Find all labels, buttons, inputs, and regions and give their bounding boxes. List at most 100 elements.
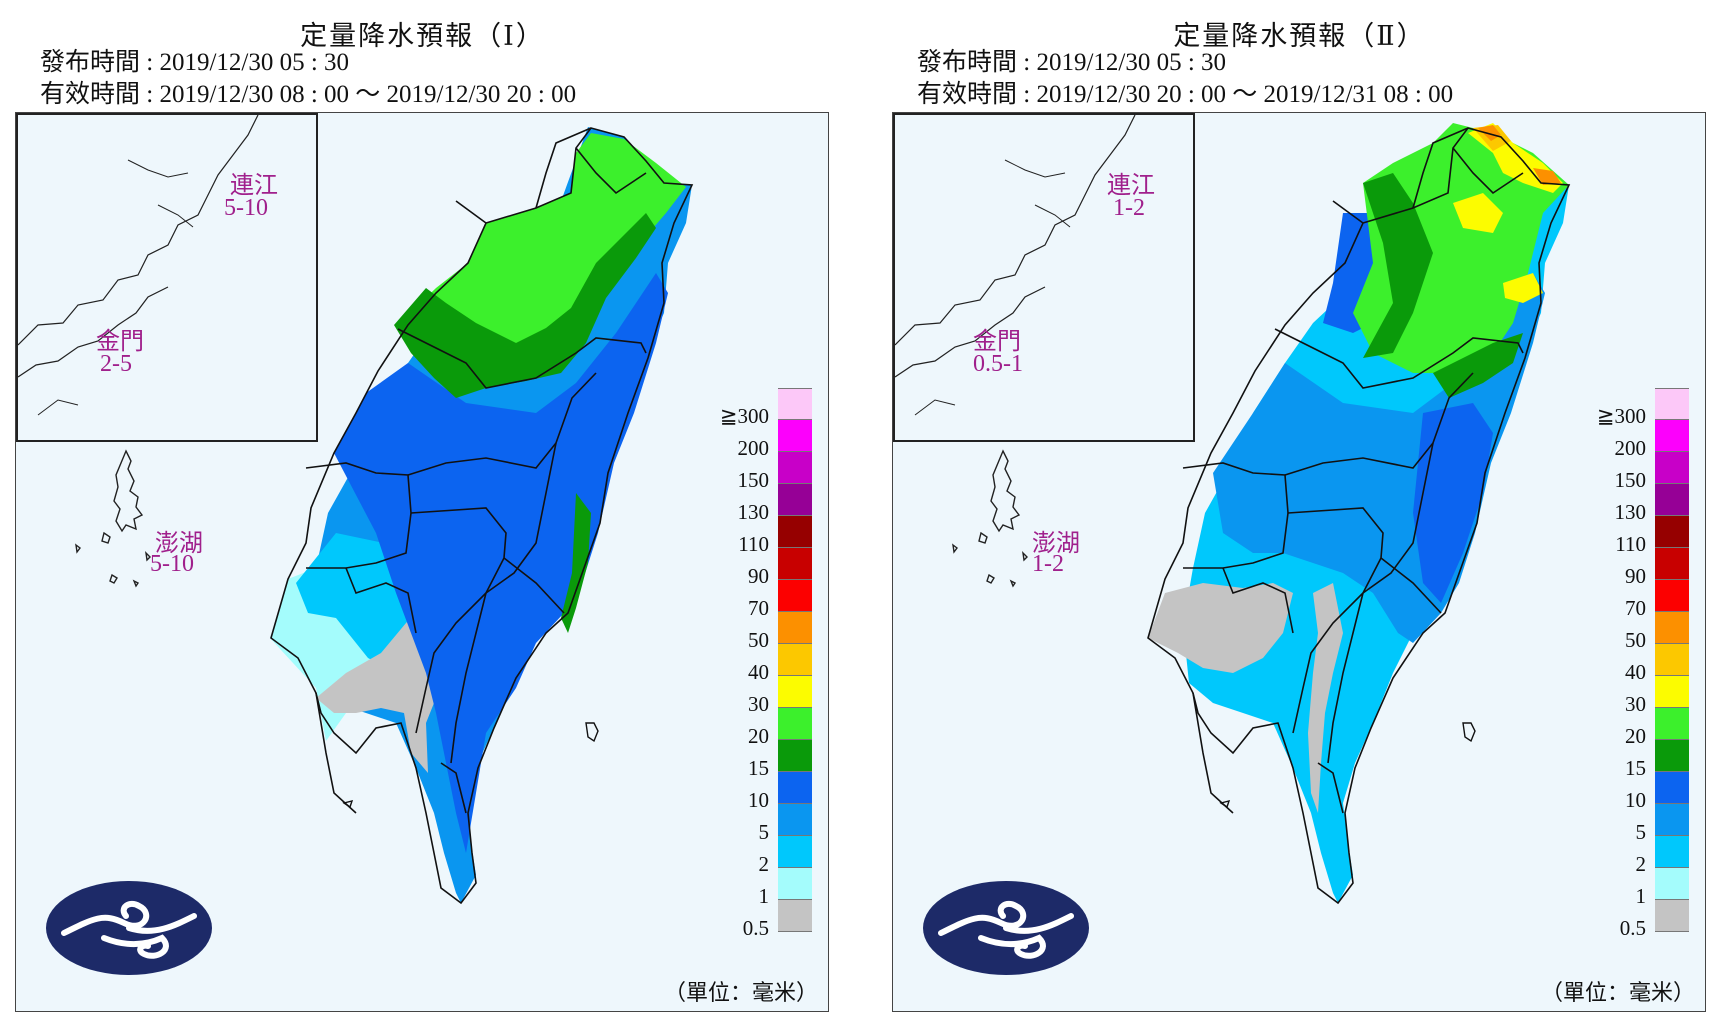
legend-level-label: 15 (1625, 756, 1646, 780)
legend-level-label: 1 (758, 884, 770, 908)
legend-swatch (778, 388, 812, 420)
legend-swatch (1655, 708, 1689, 740)
legend-level-label: 5 (1635, 820, 1647, 844)
legend-swatch (1655, 804, 1689, 836)
legend-level-label: 70 (1625, 596, 1646, 620)
region-value-penghu: 5-10 (150, 551, 194, 577)
region-name-kinmen: 金門 (973, 329, 1021, 355)
legend-level-label: 90 (1625, 564, 1646, 588)
legend-swatch (778, 516, 812, 548)
region-value-lienchiang: 5-10 (224, 195, 268, 221)
region-name-penghu: 澎湖 (1032, 531, 1080, 557)
legend-level-label: 2 (1635, 852, 1647, 876)
legend-level-label: 40 (1625, 660, 1646, 684)
legend-swatch (778, 452, 812, 484)
rainfall-legend (1655, 388, 1689, 932)
legend-level-label: 0.5 (742, 916, 769, 940)
legend-swatch (778, 708, 812, 740)
legend-swatch (1655, 868, 1689, 900)
legend-level-label: 10 (1625, 788, 1646, 812)
legend-level-label: ≧300 (1596, 404, 1646, 428)
taiwan-rainfall-map (75, 127, 694, 905)
qpf-panel-1: 定量降水預報（Ⅰ） 發布時間 : 2019/12/30 05 : 30 有效時間… (0, 0, 845, 1025)
legend-swatch (1655, 900, 1689, 932)
legend-level-label: 2 (758, 852, 770, 876)
legend-swatch (1655, 676, 1689, 708)
panel-title: 定量降水預報（Ⅱ） (1173, 21, 1426, 52)
region-name-kinmen: 金門 (96, 329, 144, 355)
legend-swatch (1655, 484, 1689, 516)
legend-swatch (778, 644, 812, 676)
region-name-penghu: 澎湖 (155, 531, 203, 557)
fujian-coastline (894, 114, 1136, 416)
legend-swatch (1655, 580, 1689, 612)
legend-swatch (1655, 740, 1689, 772)
rainfall-legend (778, 388, 812, 932)
offshore-islets (1219, 722, 1476, 809)
cwb-logo-icon (46, 881, 212, 975)
legend-level-label: 50 (1625, 628, 1646, 652)
legend-swatch (778, 836, 812, 868)
legend-level-label: 90 (748, 564, 769, 588)
legend-level-label: 200 (737, 436, 770, 460)
legend-swatch (1655, 452, 1689, 484)
valid-time: 有效時間 : 2019/12/30 08 : 00 ～ 2019/12/30 2… (40, 81, 577, 108)
legend-level-label: 150 (1614, 468, 1647, 492)
offshore-islets (342, 722, 599, 809)
legend-swatch (778, 868, 812, 900)
legend-level-label: 0.5 (1619, 916, 1646, 940)
issue-time: 發布時間 : 2019/12/30 05 : 30 (917, 49, 1227, 76)
unit-label: （單位：毫米） (1541, 981, 1696, 1006)
legend-swatch (1655, 388, 1689, 420)
legend-level-label: 110 (738, 532, 769, 556)
offshore-inset: 連江 5-10 金門 2-5 (16, 113, 318, 442)
legend-level-label: 110 (1615, 532, 1646, 556)
region-value-kinmen: 0.5-1 (973, 351, 1023, 377)
region-value-lienchiang: 1-2 (1113, 195, 1145, 221)
legend-swatch (778, 804, 812, 836)
legend-level-label: 70 (748, 596, 769, 620)
rainfall-map: 連江 1-2 金門 0.5-1 澎湖 1-2 ≧300 200 150 130 110 9… (892, 112, 1706, 1012)
region-value-penghu: 1-2 (1032, 551, 1064, 577)
legend-level-label: 200 (1614, 436, 1647, 460)
legend-swatch (778, 740, 812, 772)
panel-title: 定量降水預報（Ⅰ） (300, 21, 545, 52)
legend-swatch (778, 676, 812, 708)
legend-level-label: 30 (1625, 692, 1646, 716)
issue-time: 發布時間 : 2019/12/30 05 : 30 (40, 49, 350, 76)
penghu-islands (952, 449, 1028, 588)
legend-swatch (1655, 516, 1689, 548)
legend-swatch (1655, 612, 1689, 644)
region-name-lienchiang: 連江 (230, 173, 278, 199)
legend-level-label: 20 (1625, 724, 1646, 748)
legend-swatch (778, 548, 812, 580)
legend-swatch (778, 612, 812, 644)
taiwan-rainfall-map (952, 123, 1571, 905)
legend-level-label: 40 (748, 660, 769, 684)
county-borders (270, 127, 694, 905)
legend-swatch (778, 420, 812, 452)
fujian-coastline (17, 114, 259, 416)
offshore-inset: 連江 1-2 金門 0.5-1 (893, 113, 1195, 442)
legend-level-label: 130 (737, 500, 770, 524)
legend-swatch (778, 772, 812, 804)
legend-level-label: 10 (748, 788, 769, 812)
legend-level-label: 150 (737, 468, 770, 492)
penghu-islands (75, 449, 151, 588)
legend-swatch (1655, 644, 1689, 676)
legend-swatch (1655, 772, 1689, 804)
county-borders (1147, 127, 1571, 905)
legend-swatch (778, 900, 812, 932)
legend-swatch (1655, 836, 1689, 868)
qpf-panel-2: 定量降水預報（Ⅱ） 發布時間 : 2019/12/30 05 : 30 有效時間… (877, 0, 1722, 1025)
legend-level-label: 30 (748, 692, 769, 716)
legend-swatch (778, 484, 812, 516)
rainfall-fill (1148, 123, 1569, 903)
region-name-lienchiang: 連江 (1107, 173, 1155, 199)
legend-level-label: 1 (1635, 884, 1647, 908)
legend-level-label: 50 (748, 628, 769, 652)
legend-swatch (1655, 548, 1689, 580)
region-value-kinmen: 2-5 (100, 351, 132, 377)
unit-label: （單位：毫米） (664, 981, 819, 1006)
rainfall-map: 連江 5-10 金門 2-5 澎湖 5-10 ≧300 200 150 130 110 9… (15, 112, 829, 1012)
